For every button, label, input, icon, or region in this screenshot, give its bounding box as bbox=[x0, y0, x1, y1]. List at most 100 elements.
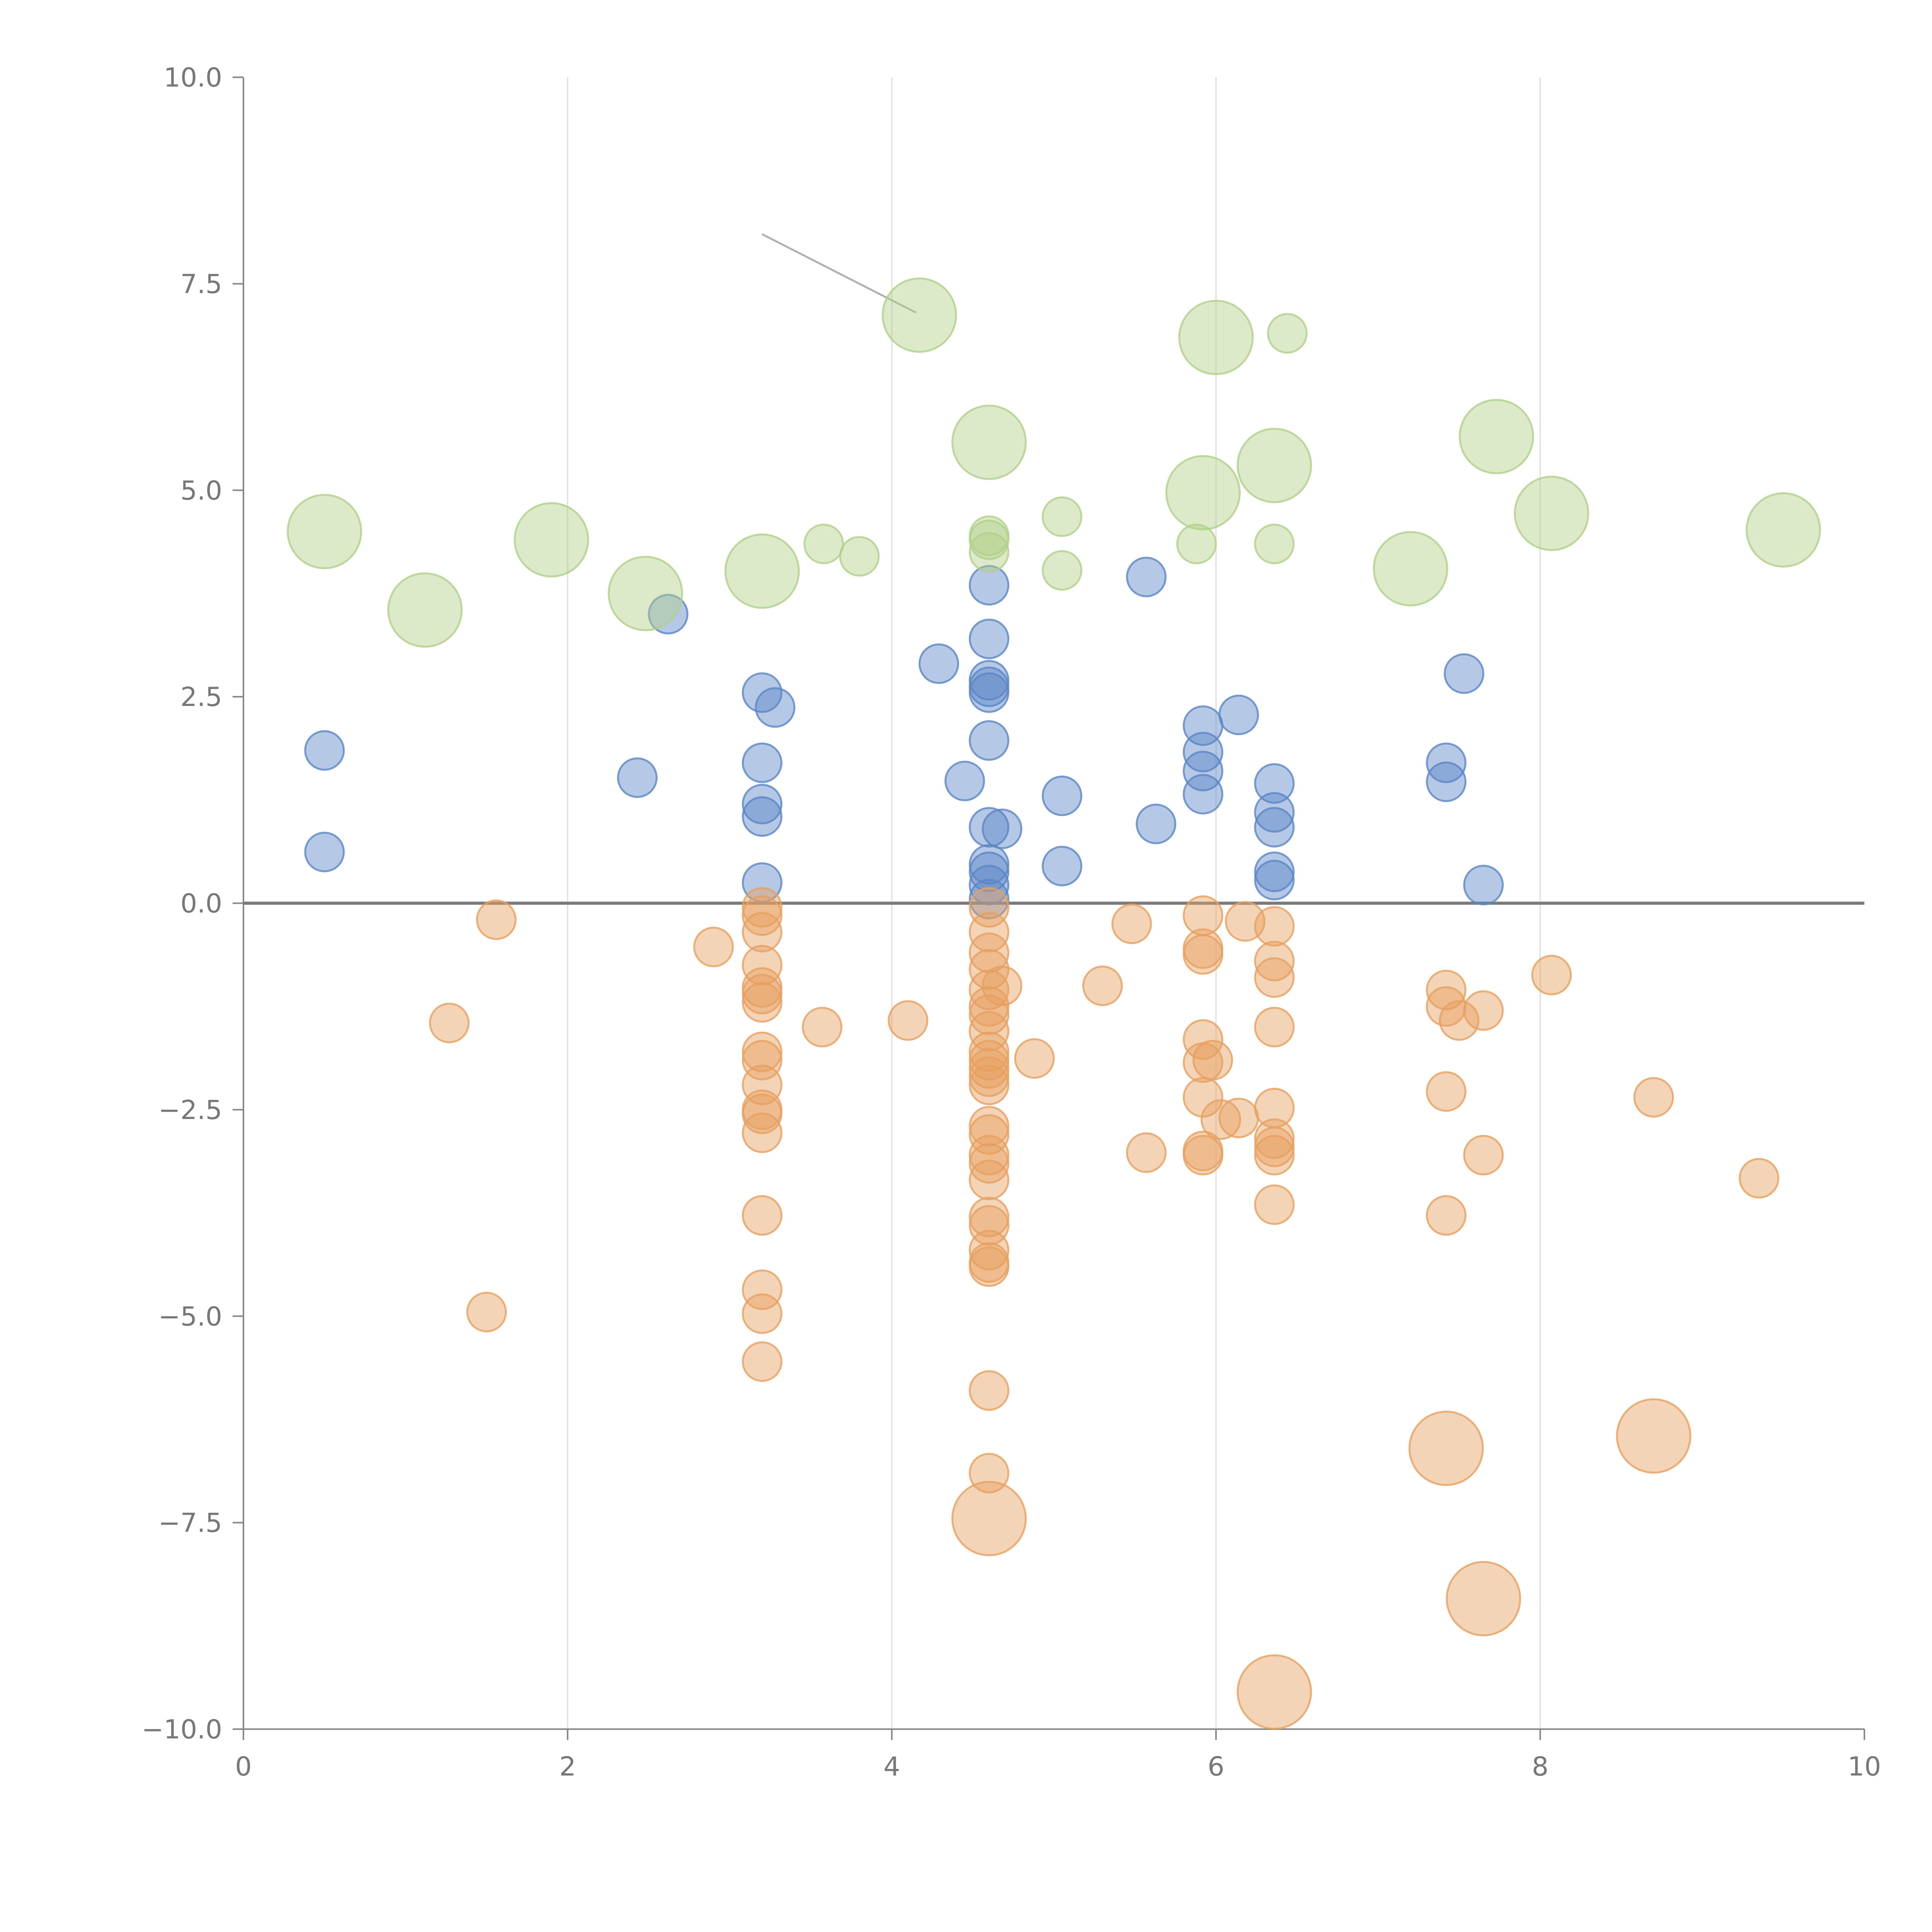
negative-orange-large-point bbox=[1446, 1561, 1521, 1636]
negative-orange-point bbox=[1426, 1195, 1467, 1236]
negative-orange-point bbox=[969, 1031, 1010, 1072]
negative-orange-point bbox=[969, 1160, 1010, 1201]
negative-orange-point bbox=[969, 1370, 1010, 1411]
positive-green-large-point bbox=[514, 502, 589, 578]
negative-orange-point bbox=[1254, 1184, 1295, 1225]
negative-orange-point bbox=[969, 1205, 1010, 1246]
negative-orange-point bbox=[1426, 969, 1467, 1010]
negative-orange-point bbox=[969, 969, 1010, 1010]
negative-orange-point bbox=[1082, 965, 1123, 1006]
negative-orange-point bbox=[1254, 906, 1295, 947]
y-tick-label: 7.5 bbox=[180, 269, 222, 299]
positive-green-large-point bbox=[1236, 428, 1312, 503]
x-tick-label: 10 bbox=[1848, 1752, 1881, 1782]
negative-orange-point bbox=[1192, 1040, 1233, 1081]
callout-line bbox=[762, 233, 917, 314]
positive-green-point bbox=[1176, 524, 1217, 565]
negative-orange-point bbox=[969, 887, 1010, 928]
positive-blue-point bbox=[969, 672, 1010, 713]
negative-orange-point bbox=[802, 1007, 843, 1048]
positive-green-point bbox=[1041, 550, 1082, 591]
positive-blue-point bbox=[617, 757, 658, 798]
negative-orange-point bbox=[969, 1011, 1010, 1052]
positive-blue-point bbox=[1254, 763, 1295, 804]
negative-orange-point bbox=[969, 1040, 1010, 1081]
positive-green-large-point bbox=[1745, 492, 1821, 568]
y-tick-label: 5.0 bbox=[180, 476, 222, 506]
positive-green-large-point bbox=[287, 494, 362, 570]
positive-blue-point bbox=[1254, 860, 1295, 901]
negative-orange-point bbox=[969, 1143, 1010, 1184]
x-tick-label: 8 bbox=[1532, 1752, 1548, 1782]
x-tick-label: 0 bbox=[235, 1752, 252, 1782]
negative-orange-large-point bbox=[1616, 1398, 1692, 1474]
data-points bbox=[287, 277, 1821, 1730]
y-tick-label: −2.5 bbox=[158, 1095, 222, 1126]
x-tick-label: 4 bbox=[883, 1752, 900, 1782]
negative-orange-point bbox=[1218, 1097, 1259, 1138]
negative-orange-point bbox=[1254, 1118, 1295, 1159]
positive-green-point bbox=[1267, 313, 1308, 354]
negative-orange-point bbox=[742, 887, 782, 928]
negative-orange-point bbox=[1014, 1038, 1055, 1079]
positive-blue-point bbox=[969, 720, 1010, 761]
negative-orange-point bbox=[742, 1112, 782, 1153]
positive-blue-point bbox=[1126, 556, 1167, 597]
positive-green-large-point bbox=[387, 572, 463, 648]
positive-blue-point bbox=[1136, 803, 1177, 844]
positive-green-point bbox=[1254, 524, 1295, 565]
positive-green-large-point bbox=[1165, 455, 1241, 531]
positive-blue-point bbox=[1426, 761, 1467, 802]
negative-orange-point bbox=[742, 1195, 782, 1236]
positive-green-large-point bbox=[1372, 531, 1448, 607]
positive-blue-point bbox=[944, 760, 985, 801]
negative-orange-point bbox=[742, 982, 782, 1023]
negative-orange-point bbox=[742, 1065, 782, 1105]
negative-orange-point bbox=[1254, 1007, 1295, 1048]
negative-orange-large-point bbox=[951, 1481, 1027, 1556]
negative-orange-point bbox=[693, 927, 734, 968]
positive-blue-point bbox=[1041, 845, 1082, 886]
positive-blue-point bbox=[304, 832, 345, 872]
positive-blue-point bbox=[969, 565, 1010, 606]
negative-orange-point bbox=[969, 986, 1010, 1027]
negative-orange-point bbox=[429, 1002, 470, 1043]
negative-orange-point bbox=[742, 1293, 782, 1334]
positive-green-large-point bbox=[881, 277, 957, 353]
positive-blue-point bbox=[1463, 864, 1504, 905]
positive-blue-point bbox=[648, 594, 689, 634]
negative-orange-point bbox=[969, 1230, 1010, 1270]
negative-orange-point bbox=[476, 899, 517, 940]
y-tick-label: −5.0 bbox=[158, 1301, 222, 1332]
negative-orange-point bbox=[1126, 1132, 1167, 1173]
negative-orange-point bbox=[1111, 903, 1152, 944]
tick-labels: 10.0 7.5 5.0 2.5 0.0 −2.5 −5.0 −7.5 −10.0 0 2 4 6 8 10 bbox=[142, 63, 1881, 1782]
positive-green-point bbox=[969, 519, 1010, 560]
negative-orange-point bbox=[742, 1040, 782, 1081]
positive-green-point bbox=[803, 524, 844, 565]
positive-blue-point bbox=[1218, 694, 1259, 735]
negative-orange-point bbox=[969, 1246, 1010, 1287]
negative-orange-point bbox=[466, 1292, 507, 1333]
negative-orange-point bbox=[969, 1065, 1010, 1105]
negative-orange-large-point bbox=[1236, 1654, 1312, 1730]
negative-orange-point bbox=[1426, 1071, 1467, 1112]
y-tick-label: 2.5 bbox=[180, 682, 222, 713]
negative-orange-point bbox=[1254, 1126, 1295, 1167]
negative-orange-point bbox=[1182, 1134, 1223, 1175]
negative-orange-point bbox=[742, 945, 782, 986]
positive-blue-point bbox=[969, 879, 1010, 920]
positive-blue-point bbox=[981, 808, 1022, 849]
negative-orange-point bbox=[1439, 1000, 1480, 1041]
negative-orange-point bbox=[969, 1134, 1010, 1175]
y-tick-label: −10.0 bbox=[142, 1714, 222, 1745]
x-tick-label: 2 bbox=[559, 1752, 576, 1782]
negative-orange-point bbox=[1738, 1158, 1779, 1199]
positive-blue-point bbox=[1444, 653, 1485, 694]
negative-orange-point bbox=[1463, 990, 1504, 1031]
negative-orange-point bbox=[1254, 957, 1295, 998]
axes bbox=[233, 77, 1865, 1740]
y-tick-label: −7.5 bbox=[158, 1508, 222, 1539]
positive-blue-point bbox=[742, 742, 782, 783]
positive-green-point bbox=[839, 536, 880, 577]
